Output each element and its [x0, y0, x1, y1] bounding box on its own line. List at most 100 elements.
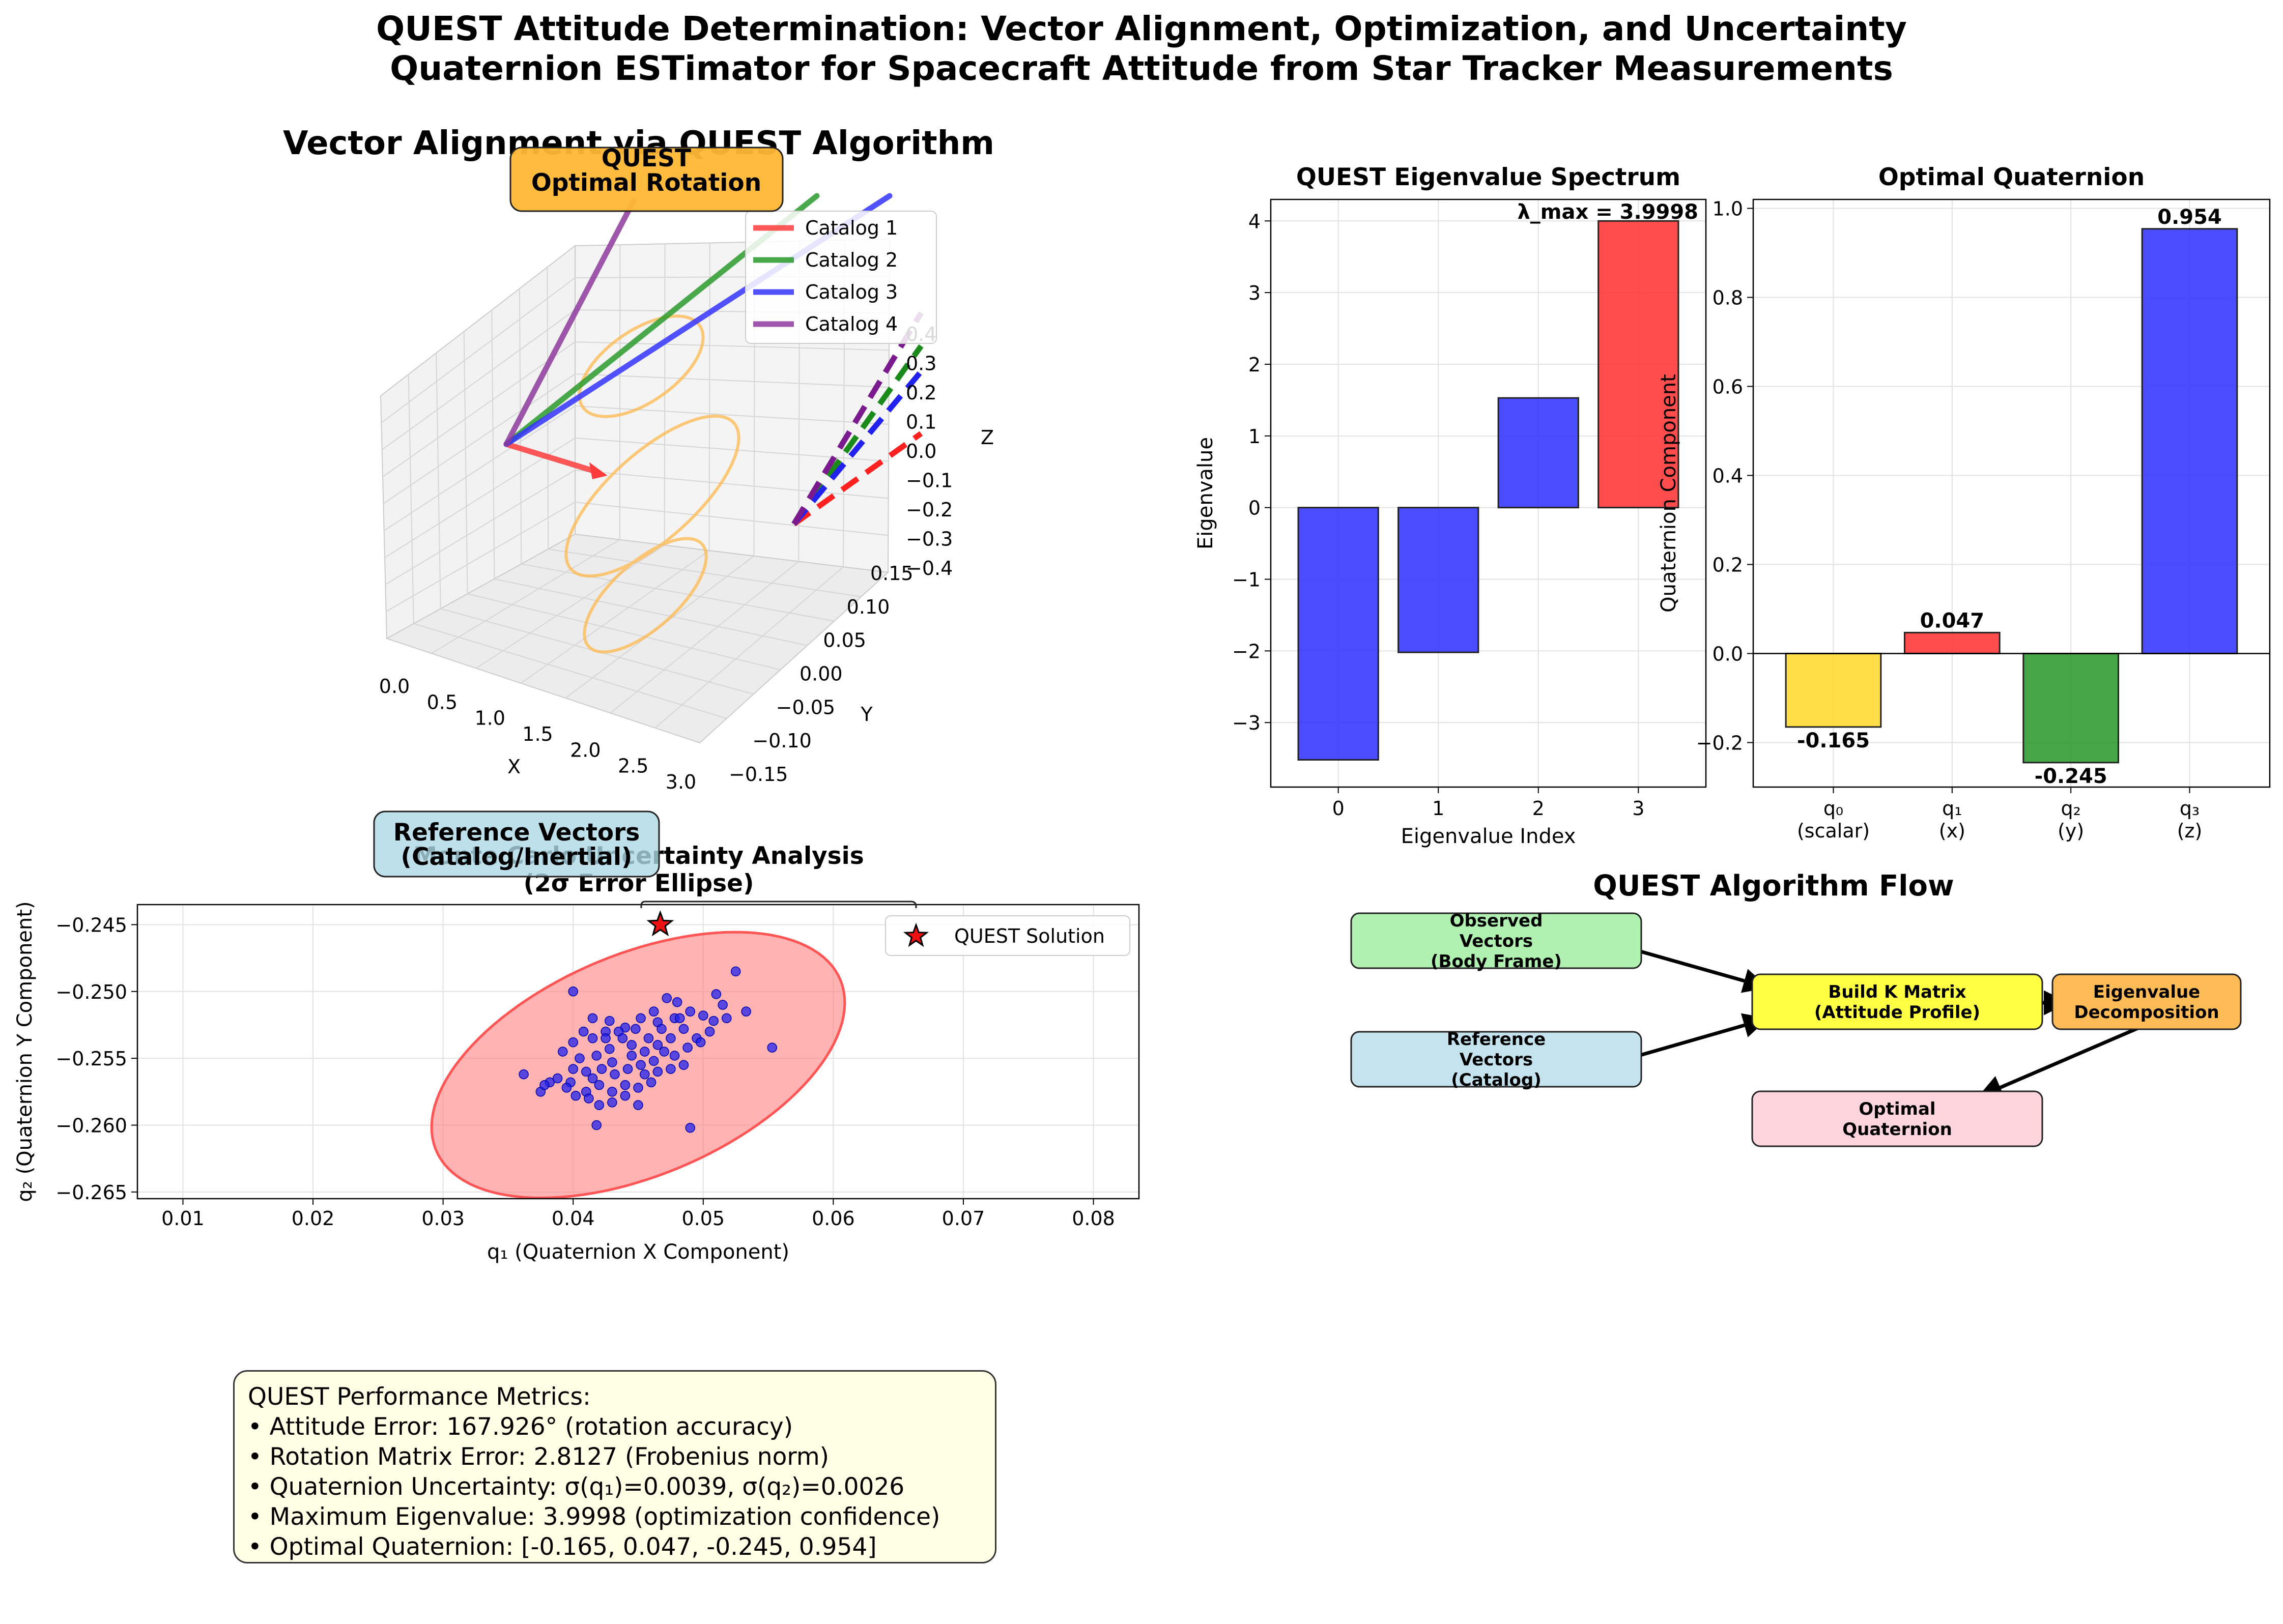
- tick-label-y: −0.255: [55, 1048, 127, 1070]
- optimal-rotation-box: [509, 147, 784, 212]
- optimal-quaternion-chart: −0.2 0.0 0.2 0.4 0.6 0.8 1.0 q₀ (scalar) q₁ (x) q₂(…: [1657, 163, 2271, 842]
- bar-value-label: -0.165: [1797, 729, 1870, 752]
- monte-carlo-sample: [646, 1077, 657, 1088]
- plot-frame: [136, 904, 1140, 1200]
- reference-vectors-box-group: Reference Vectors (Catalog/Inertial): [373, 810, 660, 878]
- plot-frame: [1270, 198, 1707, 788]
- tick-label-y: 0.4: [1713, 465, 1743, 487]
- monte-carlo-sample: [636, 1013, 646, 1024]
- flow-box-eigenvalue-decomposition-label: Eigenvalue Decomposition: [2074, 982, 2219, 1023]
- grid3d-floor-line-y: [494, 578, 808, 646]
- tick-3d-y: 0.10: [847, 596, 890, 618]
- monte-carlo-sample: [675, 1013, 685, 1024]
- tick-label-y: −0.265: [55, 1181, 127, 1204]
- tick-label-x: 0.08: [1072, 1207, 1115, 1230]
- monte-carlo-sample: [581, 1066, 591, 1077]
- grid3d-left-line-h: [381, 277, 576, 423]
- tick-label-y: 0.6: [1713, 376, 1743, 398]
- plot-frame: [1752, 198, 2271, 788]
- observed-box-edge: [640, 901, 917, 908]
- 3d-floor-pane: [385, 533, 890, 744]
- flow-arrow: [1625, 1013, 1768, 1061]
- 3d-legend-frame: [745, 211, 937, 344]
- tick-label-x: 0.05: [681, 1207, 725, 1230]
- grid3d-floor-line-x: [610, 561, 799, 714]
- tick-label-x: 0.02: [292, 1207, 335, 1230]
- tick-label-x: 2: [1532, 797, 1545, 820]
- monte-carlo-sample: [601, 1033, 611, 1043]
- grid3d-back-line-h: [575, 470, 889, 499]
- monte-carlo-sample: [607, 1087, 617, 1097]
- monte-carlo-sample: [558, 1047, 568, 1057]
- flow-box-optimal-quaternion: [1751, 1090, 2043, 1147]
- legend-star-swatch: [903, 922, 929, 947]
- monte-carlo-sample: [666, 1064, 676, 1074]
- tick-label-y: −3: [1232, 712, 1261, 734]
- legend-3d-label: Catalog 2: [805, 249, 898, 271]
- tick-3d-x: 1.5: [522, 723, 553, 745]
- tick-3d-x: 1.0: [474, 707, 505, 730]
- monte-carlo-sample: [591, 1120, 602, 1130]
- grid3d-left-line-h: [386, 502, 576, 612]
- bar: [1297, 507, 1379, 761]
- flow-arrow: [1625, 945, 1768, 993]
- 3d-catalog1-arrowhead: [589, 462, 608, 479]
- x-axis-label: q₁ (Quaternion X Component): [487, 1240, 789, 1264]
- tick-label-y: 0.8: [1713, 287, 1743, 309]
- chart-title: Optimal Quaternion: [1878, 163, 2145, 191]
- 3d-legend: Catalog 1 Catalog 2 Catalog 3 Catalog 4: [745, 211, 937, 344]
- tick-label-x: 0.03: [421, 1207, 465, 1230]
- flow-box-observed-vectors-label: Observed Vectors (Body Frame): [1431, 911, 1562, 972]
- grid3d-left-line-v: [519, 288, 522, 564]
- monte-carlo-sample: [652, 1066, 663, 1077]
- bar-value-label: 0.954: [2157, 206, 2222, 229]
- grid3d-left-line-v: [408, 374, 414, 624]
- monte-carlo-sample: [587, 1013, 598, 1024]
- tick-3d-z: −0.3: [906, 528, 953, 550]
- monte-carlo-sample: [678, 1060, 689, 1070]
- monte-carlo-sample: [617, 1033, 628, 1043]
- monte-carlo-sample: [695, 1037, 706, 1048]
- monte-carlo-sample: [587, 1073, 598, 1084]
- metrics-line-1: • Attitude Error: 167.926° (rotation acc…: [248, 1413, 793, 1441]
- monte-carlo-sample: [626, 1051, 637, 1061]
- grid3d-floor-line-y: [413, 623, 727, 719]
- monte-carlo-sample: [594, 1080, 605, 1090]
- bar: [2022, 653, 2119, 764]
- monte-carlo-sample: [648, 1006, 659, 1017]
- tick-label-y: 3: [1248, 282, 1261, 304]
- bar: [1785, 653, 1882, 728]
- y-axis-label: Eigenvalue: [1194, 437, 1217, 549]
- tick-3d-z: 0.1: [906, 411, 936, 433]
- monte-carlo-sample: [682, 1042, 693, 1053]
- tick-label-x: 0.04: [552, 1207, 595, 1230]
- monte-carlo-sample: [519, 1069, 529, 1080]
- monte-carlo-sample: [596, 1064, 607, 1074]
- monte-carlo-sample: [685, 1006, 695, 1017]
- mc-legend-frame: [885, 915, 1130, 956]
- tick-label-y: 1: [1248, 425, 1261, 448]
- monte-carlo-sample: [640, 1047, 650, 1057]
- x-axis-label: Eigenvalue Index: [1401, 825, 1576, 848]
- tick-3d-y: 0.05: [823, 629, 866, 652]
- monte-carlo-sample: [741, 1006, 751, 1017]
- monte-carlo-sample: [610, 1069, 620, 1080]
- monte-carlo-sample: [620, 1080, 631, 1090]
- monte-carlo-sample: [539, 1080, 550, 1090]
- bar: [2141, 228, 2238, 654]
- monte-carlo-sample: [669, 1051, 680, 1061]
- tick-3d-z: 0.2: [906, 382, 936, 404]
- monte-carlo-sample: [605, 1016, 615, 1026]
- monte-carlo-sample: [584, 1093, 594, 1104]
- bar-value-label: 0.047: [1920, 609, 1985, 632]
- metrics-line-3: • Quaternion Uncertainty: σ(q₁)=0.0039, …: [248, 1473, 905, 1501]
- performance-metrics-box: QUEST Performance Metrics: • Attitude Er…: [233, 1370, 996, 1563]
- monte-carlo-sample: [672, 997, 682, 1007]
- vector-alignment-3d-panel: 0.0 0.5 1.0 1.5 2.0 2.5 3.0 −0.15 −0.10 −0.05 0.0…: [283, 125, 994, 793]
- y-axis-label: q₂ (Quaternion Y Component): [13, 901, 37, 1202]
- tick-3d-y: −0.05: [776, 696, 835, 718]
- grid3d-floor-line-x: [476, 544, 665, 669]
- monte-carlo-sample: [578, 1026, 589, 1037]
- 3d-circle-middle: [564, 414, 740, 578]
- grid3d-floor-line-x: [654, 566, 844, 729]
